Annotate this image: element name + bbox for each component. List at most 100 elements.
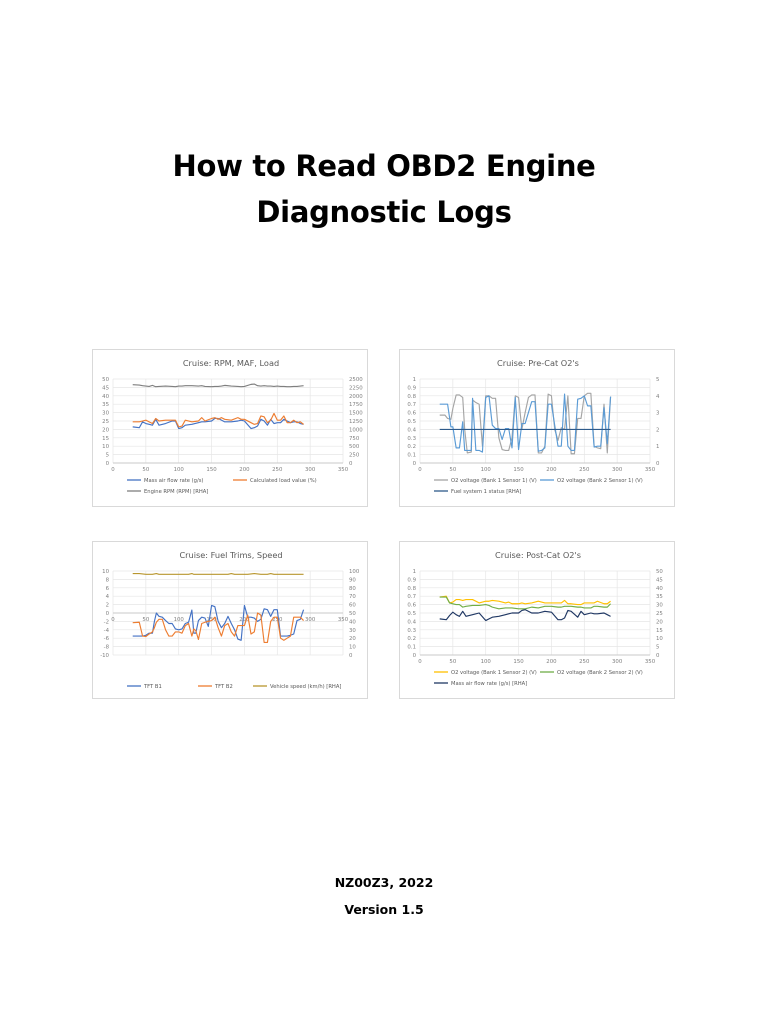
y2-tick-label: 4	[656, 394, 660, 400]
x-tick-label: 300	[305, 467, 316, 473]
y-tick-label: 0	[413, 653, 417, 659]
y2-tick-label: 5	[656, 645, 659, 651]
series-line	[132, 417, 304, 430]
y2-tick-label: 20	[656, 619, 663, 625]
version-label: Version 1.5	[344, 902, 424, 917]
chart-title: Cruise: Pre-Cat O2's	[497, 358, 579, 368]
x-tick-label: 350	[338, 467, 349, 473]
x-tick-label: 0	[111, 467, 115, 473]
x-tick-label: 150	[513, 467, 524, 473]
y-tick-label: -2	[104, 619, 109, 625]
y2-tick-label: 30	[656, 603, 663, 609]
chart-fuel-trims-speed: Cruise: Fuel Trims, Speed -10 -8 -6 -4 -2 0 2 4 6…	[92, 541, 368, 699]
series-line	[439, 595, 611, 606]
y2-tick-label: 60	[349, 603, 356, 609]
y-tick-label: -4	[104, 628, 110, 634]
x-tick-label: 100	[174, 617, 185, 623]
y-tick-label: 4	[106, 594, 110, 600]
legend-entry: Calculated load value (%)	[250, 478, 317, 484]
x-tick-label: 50	[449, 659, 456, 665]
x-tick-label: 250	[272, 467, 283, 473]
x-tick-label: 100	[481, 659, 492, 665]
y-tick-label: 6	[106, 586, 110, 592]
y-tick-label: 0.3	[407, 628, 416, 634]
y2-tick-label: 500	[349, 444, 360, 450]
x-tick-label: 100	[481, 467, 492, 473]
y-tick-label: 0.9	[407, 385, 416, 391]
y-tick-label: -6	[104, 636, 110, 642]
x-tick-label: 200	[239, 467, 250, 473]
y-tick-label: 0.1	[407, 453, 416, 459]
y2-tick-label: 40	[656, 586, 663, 592]
y-tick-label: 0.5	[407, 611, 416, 617]
y-tick-label: 0.8	[407, 394, 416, 400]
y-tick-label: 0.6	[407, 411, 416, 417]
x-tick-label: 150	[206, 467, 217, 473]
title-line-1: How to Read OBD2 Engine	[172, 149, 596, 183]
x-tick-label: 0	[418, 659, 422, 665]
y2-tick-label: 2250	[349, 385, 363, 391]
y2-tick-label: 0	[349, 653, 353, 659]
y-tick-label: 0.3	[407, 436, 416, 442]
y2-tick-label: 2	[656, 427, 659, 433]
y-tick-label: 0.4	[407, 427, 416, 433]
y2-tick-label: 100	[349, 569, 360, 575]
y-tick-label: 0.7	[407, 402, 416, 408]
y2-tick-label: 80	[349, 586, 356, 592]
y2-tick-label: 45	[656, 577, 663, 583]
y2-tick-label: 1	[656, 444, 659, 450]
series-line	[132, 383, 304, 388]
y2-tick-label: 0	[349, 461, 353, 467]
y2-tick-label: 25	[656, 611, 663, 617]
x-tick-label: 300	[612, 659, 623, 665]
y-tick-label: 10	[102, 569, 109, 575]
chart-title: Cruise: RPM, MAF, Load	[183, 358, 279, 368]
series-line	[439, 596, 611, 610]
legend-entry: O2 voltage (Bank 1 Sensor 1) (V)	[451, 478, 537, 484]
x-tick-label: 100	[174, 467, 185, 473]
y2-tick-label: 0	[656, 461, 660, 467]
series-line	[439, 393, 612, 453]
y-tick-label: 8	[106, 577, 110, 583]
title-line-2: Diagnostic Logs	[256, 195, 512, 229]
y-tick-label: 40	[102, 394, 109, 400]
y2-tick-label: 3	[656, 411, 659, 417]
y2-tick-label: 15	[656, 628, 663, 634]
y2-tick-label: 50	[349, 611, 356, 617]
y2-tick-label: 10	[349, 645, 356, 651]
y-tick-label: 0.6	[407, 603, 416, 609]
y-tick-label: 1	[413, 569, 416, 575]
y-tick-label: 10	[102, 444, 109, 450]
chart-title: Cruise: Fuel Trims, Speed	[179, 550, 282, 560]
x-tick-label: 50	[142, 617, 149, 623]
y2-tick-label: 750	[349, 436, 360, 442]
y2-tick-label: 250	[349, 453, 360, 459]
y-tick-label: 0.1	[407, 645, 416, 651]
y-tick-label: 0	[106, 611, 110, 617]
legend-entry: Fuel system 1 status [RHA]	[451, 489, 521, 495]
y-tick-label: 0	[106, 461, 110, 467]
x-tick-label: 350	[645, 467, 656, 473]
legend-entry: Mass air flow rate (g/s)	[144, 478, 203, 484]
y2-tick-label: 40	[349, 619, 356, 625]
x-tick-label: 0	[111, 617, 115, 623]
legend-entry: Vehicle speed (km/h) [RHA]	[270, 684, 341, 690]
y-tick-label: 50	[102, 377, 109, 383]
y2-tick-label: 30	[349, 628, 356, 634]
y-tick-label: 2	[106, 603, 109, 609]
legend-entry: Engine RPM (RPM) [RHA]	[144, 489, 208, 495]
y-tick-label: 0.5	[407, 419, 416, 425]
y-tick-label: 0.2	[407, 636, 416, 642]
series-line	[132, 612, 304, 643]
y-tick-label: 30	[102, 411, 109, 417]
y-tick-label: 0.4	[407, 619, 416, 625]
legend-entry: Mass air flow rate (g/s) [RHA]	[451, 681, 527, 687]
legend-entry: TFT B1	[143, 684, 162, 690]
y2-tick-label: 90	[349, 577, 356, 583]
x-tick-label: 250	[579, 659, 590, 665]
legend-entry: O2 voltage (Bank 1 Sensor 2) (V)	[451, 670, 537, 676]
series-line	[132, 604, 305, 641]
x-tick-label: 350	[338, 617, 349, 623]
x-tick-label: 200	[546, 467, 557, 473]
y2-tick-label: 10	[656, 636, 663, 642]
